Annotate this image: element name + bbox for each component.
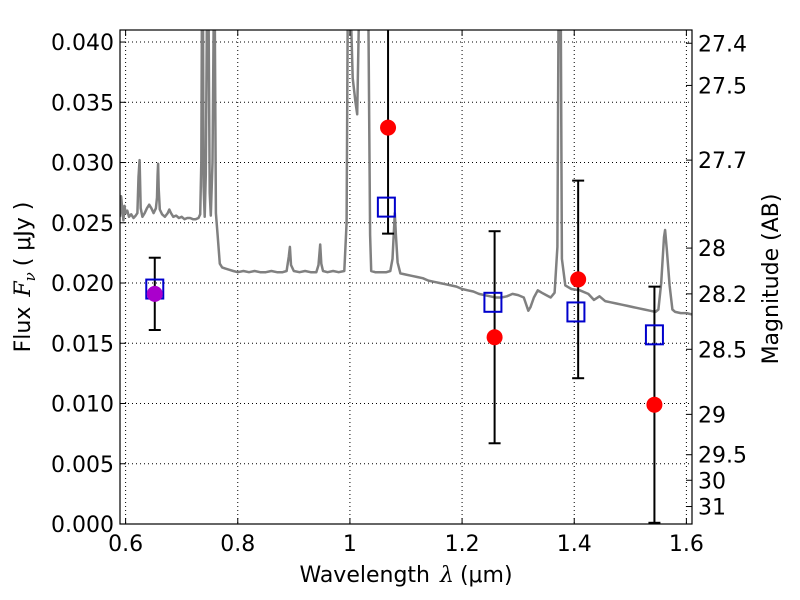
x-tick-label: 1.6 (669, 532, 704, 557)
model-square-marker (483, 291, 503, 313)
x-axis-label-text: Wavelength (299, 563, 430, 588)
y2-axis-label: Magnitude (AB) (759, 194, 784, 365)
y2-tick-label: 28.2 (698, 283, 747, 308)
plot-frame (119, 29, 693, 525)
y2-tick-label: 29.5 (698, 444, 747, 469)
y-tick-label: 0.030 (51, 152, 114, 177)
data-marks (145, 30, 664, 524)
x-axis-label: Wavelength λ (μm) (299, 563, 512, 588)
observed-point (380, 119, 397, 136)
tick-labels: 0.6 0.8 1 1.2 1.4 1.6 0.000 0.005 0.010 0.015 0.02… (51, 31, 747, 557)
observed-point (646, 396, 663, 413)
y2-tick-label: 29 (698, 403, 726, 428)
y-tick-label: 0.005 (51, 453, 114, 478)
y-tick-label: 0.025 (51, 212, 114, 237)
x-tick-label: 1 (343, 532, 357, 557)
y2-tick-label: 27.7 (698, 149, 747, 174)
y2-tick-label: 28 (698, 237, 726, 262)
x-axis-label-symbol: λ (439, 563, 454, 588)
y-axis-label-symbol: F (11, 281, 36, 298)
y2-tick-label: 27.5 (698, 74, 747, 99)
y-tick-label: 0.000 (51, 513, 114, 538)
y-tick-label: 0.040 (51, 31, 114, 56)
spectrum-layer (120, 30, 692, 316)
axes (119, 29, 693, 525)
spectrum-line (120, 30, 692, 316)
x-axis-label-unit: (μm) (460, 563, 513, 588)
model-square-marker (644, 324, 664, 346)
y-axis-label-text: Flux (11, 307, 36, 353)
model-square-marker (566, 301, 586, 323)
y-tick-label: 0.015 (51, 332, 114, 357)
y-tick-label: 0.020 (51, 272, 114, 297)
model-square-marker (376, 196, 396, 218)
y-axis-label-subscript: ν (21, 272, 39, 281)
y-axis-label-unit: ( μJy ) (11, 202, 36, 267)
y2-tick-label: 27.4 (698, 32, 747, 57)
y2-tick-label: 30 (698, 469, 726, 494)
y-axis-label: Flux Fν ( μJy ) (11, 202, 39, 353)
observed-point (146, 285, 163, 302)
x-tick-label: 0.8 (220, 532, 255, 557)
y2-tick-label: 31 (698, 496, 726, 521)
observed-point (486, 329, 503, 346)
y-tick-label: 0.035 (51, 91, 114, 116)
x-tick-label: 0.6 (108, 532, 143, 557)
observed-point (570, 271, 587, 288)
x-tick-label: 1.2 (445, 532, 480, 557)
y-tick-label: 0.010 (51, 393, 114, 418)
y2-tick-label: 28.5 (698, 338, 747, 363)
x-tick-label: 1.4 (557, 532, 592, 557)
